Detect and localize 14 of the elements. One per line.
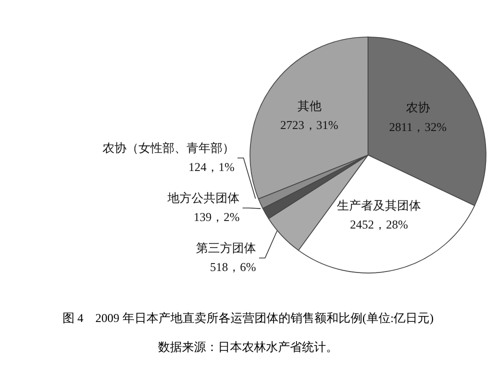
- slice-label: 第三方团体: [196, 241, 256, 255]
- data-label: 2452，28%: [350, 218, 408, 232]
- data-label: 139，2%: [194, 210, 240, 224]
- slice-label: 农协（女性部、青年部）: [102, 141, 235, 155]
- source-note: 数据来源：日本农林水产省统计。: [157, 339, 339, 356]
- data-label: 124，1%: [188, 160, 235, 174]
- slice-label: 生产者及其团体: [336, 198, 421, 212]
- data-label: 2723，31%: [280, 118, 338, 132]
- data-label: 2811，32%: [389, 120, 447, 134]
- data-label: 518，6%: [210, 260, 256, 274]
- slice-label: 地方公共团体: [166, 191, 240, 205]
- text: 图 4 2009 年日本产地直卖所各运营团体的销售额和比例(单位:亿日元): [61, 310, 435, 327]
- slice-label: 农协: [406, 100, 430, 115]
- slice-label: 其他: [297, 99, 322, 114]
